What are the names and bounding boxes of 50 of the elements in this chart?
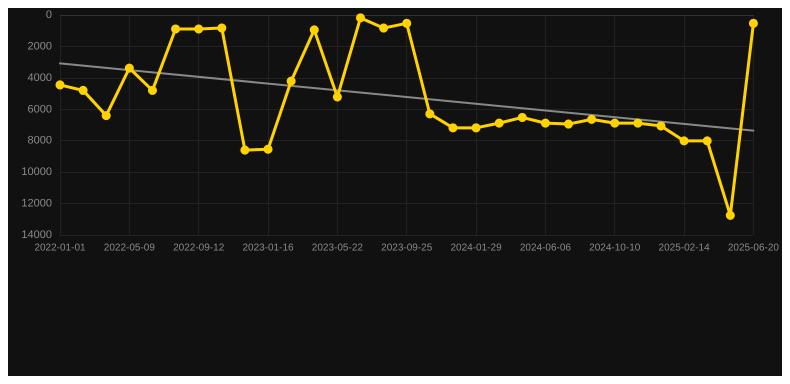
point <box>680 136 689 146</box>
point <box>540 118 550 128</box>
point <box>332 92 342 102</box>
point <box>379 24 388 33</box>
point <box>702 136 712 146</box>
point <box>286 76 296 86</box>
x-tick-label: 2022-09-12 <box>173 242 225 254</box>
x-tick-label: 2022-05-09 <box>104 242 156 254</box>
point <box>240 146 250 155</box>
y-tick-label: 0 <box>46 9 52 21</box>
point <box>78 86 88 95</box>
point <box>264 144 273 154</box>
point <box>56 80 64 90</box>
point <box>148 86 157 95</box>
y-tick-label: 6000 <box>28 103 52 116</box>
y-tick-label: 8000 <box>28 134 52 147</box>
y-tick-label: 10000 <box>21 166 52 178</box>
point <box>610 118 620 128</box>
y-tick-label: 14000 <box>21 229 52 241</box>
point <box>472 123 481 132</box>
point <box>564 120 574 129</box>
x-tick-label: 2023-01-16 <box>242 242 294 254</box>
x-tick-label: 2024-06-06 <box>520 242 572 254</box>
point <box>448 123 458 132</box>
point <box>748 18 758 28</box>
point <box>494 118 504 128</box>
point <box>310 25 319 34</box>
x-tick-label: 2025-02-14 <box>658 242 710 254</box>
point <box>633 118 642 128</box>
y-tick-label: 12000 <box>21 198 52 210</box>
x-tick-label: 2024-01-29 <box>450 242 502 254</box>
x-tick-label: 2024-10-10 <box>589 242 641 254</box>
y-tick-label: 2000 <box>28 40 52 52</box>
point <box>356 13 365 22</box>
x-tick-label: 2023-09-25 <box>381 242 433 254</box>
point <box>102 111 111 120</box>
y-tick-label: 4000 <box>28 72 52 84</box>
point <box>425 109 434 118</box>
x-tick-label: 2025-06-20 <box>728 242 780 254</box>
point <box>171 24 180 34</box>
point <box>726 210 735 220</box>
point <box>587 114 596 124</box>
point <box>194 24 204 34</box>
point <box>124 64 134 73</box>
point <box>402 18 412 28</box>
point <box>217 24 226 33</box>
x-tick-label: 2023-05-22 <box>312 242 364 254</box>
x-tick-label: 2022-01-01 <box>34 242 86 254</box>
point <box>656 121 666 130</box>
point <box>518 112 527 122</box>
